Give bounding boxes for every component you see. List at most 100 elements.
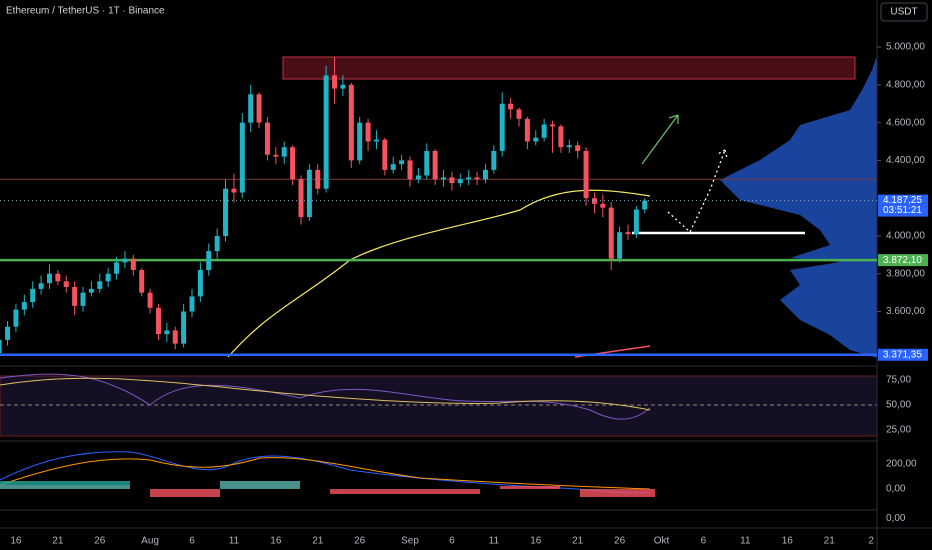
y-tick-label: 4.600,00 (886, 117, 925, 128)
candle-body (181, 311, 187, 344)
candle-body (46, 273, 52, 284)
price-label: 4.187,25 (883, 195, 922, 206)
candle-body (340, 84, 346, 89)
y-tick-label: 4.800,00 (886, 79, 925, 90)
candle-body (172, 330, 178, 344)
candle-body (415, 175, 421, 180)
candle-body (382, 139, 388, 170)
candle-body (466, 177, 472, 180)
candle-body (323, 75, 329, 189)
rsi-ma (0, 377, 651, 411)
candle-body (516, 109, 522, 119)
x-tick-label: 26 (354, 536, 366, 547)
y-tick-label: 4.000,00 (886, 231, 925, 242)
candle-body (80, 292, 86, 306)
chart-title: Ethereum / TetherUS · 1T · Binance (6, 6, 165, 17)
candle-body (499, 103, 505, 151)
candle-body (575, 145, 581, 151)
rsi-band (0, 375, 878, 437)
y-tick-label: 5.000,00 (886, 42, 925, 53)
candle-body (541, 124, 547, 138)
candle-body (256, 94, 262, 123)
candle-body (424, 150, 430, 176)
projection-arrow (667, 149, 728, 234)
candle-body (608, 207, 614, 259)
arrow (641, 114, 679, 165)
y-tick-label: 3.800,00 (886, 268, 925, 279)
x-tick-label: 21 (52, 536, 64, 547)
countdown-label: 03:51:21 (883, 205, 922, 216)
x-tick-label: Sep (401, 536, 419, 547)
candle-body (566, 145, 572, 148)
currency-button-label[interactable]: USDT (890, 7, 917, 18)
candle-body (625, 232, 631, 235)
currency-button[interactable] (880, 2, 928, 22)
candle-body (38, 283, 44, 289)
y-tick-label: 3.600,00 (886, 306, 925, 317)
candle-body (189, 296, 195, 312)
candle-body (332, 75, 338, 89)
x-tick-label: Okt (654, 536, 670, 547)
candle-body (558, 126, 564, 148)
resistance-zone (282, 56, 856, 80)
candle-body (449, 177, 455, 184)
candle-body (130, 258, 136, 270)
candle-body (223, 188, 229, 236)
candle-body (617, 232, 623, 259)
candle-body (5, 326, 11, 340)
candle-body (373, 139, 379, 142)
candle-body (457, 179, 463, 184)
candle-body (281, 147, 287, 157)
candle-body (432, 150, 438, 180)
candle-body (642, 200, 648, 210)
x-tick-label: 21 (824, 536, 836, 547)
moving-average (227, 189, 651, 358)
candle-body (273, 154, 279, 157)
candle-body (508, 103, 514, 110)
x-tick-label: 16 (782, 536, 794, 547)
candle-body (524, 118, 530, 142)
candle-body (30, 288, 36, 303)
candle-body (0, 339, 2, 354)
candle-body (21, 302, 27, 310)
lower-tick-label: 0,00 (886, 513, 906, 524)
candle-body (88, 288, 94, 293)
x-tick-label: 11 (740, 536, 751, 547)
candle-body (306, 169, 312, 218)
candle-body (97, 281, 103, 289)
y-tick-label: 4.400,00 (886, 155, 925, 166)
rsi-line (0, 373, 651, 420)
candle-body (600, 203, 606, 208)
candle-body (13, 309, 19, 327)
candle-body (239, 122, 245, 193)
volume-profile (720, 55, 877, 358)
macd-line (0, 451, 651, 494)
candle-body (550, 124, 556, 127)
x-tick-label: 6 (189, 536, 195, 547)
price-label-box (878, 254, 928, 267)
candle-body (63, 281, 69, 287)
candle-body (264, 122, 270, 155)
candle-body (139, 269, 145, 293)
x-tick-label: 16 (10, 536, 22, 547)
x-tick-label: 11 (489, 536, 500, 547)
price-label-box (878, 194, 928, 217)
candle-body (482, 169, 488, 180)
candle-body (348, 84, 354, 161)
price-label: 3.371,35 (883, 349, 922, 360)
candle-body (147, 292, 153, 308)
candle-body (298, 179, 304, 218)
x-tick-label: 26 (614, 536, 626, 547)
macd-tick-label: 0,00 (886, 484, 906, 495)
candle-body (390, 164, 396, 170)
candle-body (206, 251, 212, 270)
candle-body (365, 122, 371, 142)
signal-line (0, 457, 651, 490)
candle-body (231, 188, 237, 193)
candle-body (315, 169, 321, 189)
x-tick-label: 6 (449, 536, 455, 547)
candle-body (122, 258, 128, 263)
candle-body (155, 307, 161, 335)
candle-body (357, 122, 363, 161)
